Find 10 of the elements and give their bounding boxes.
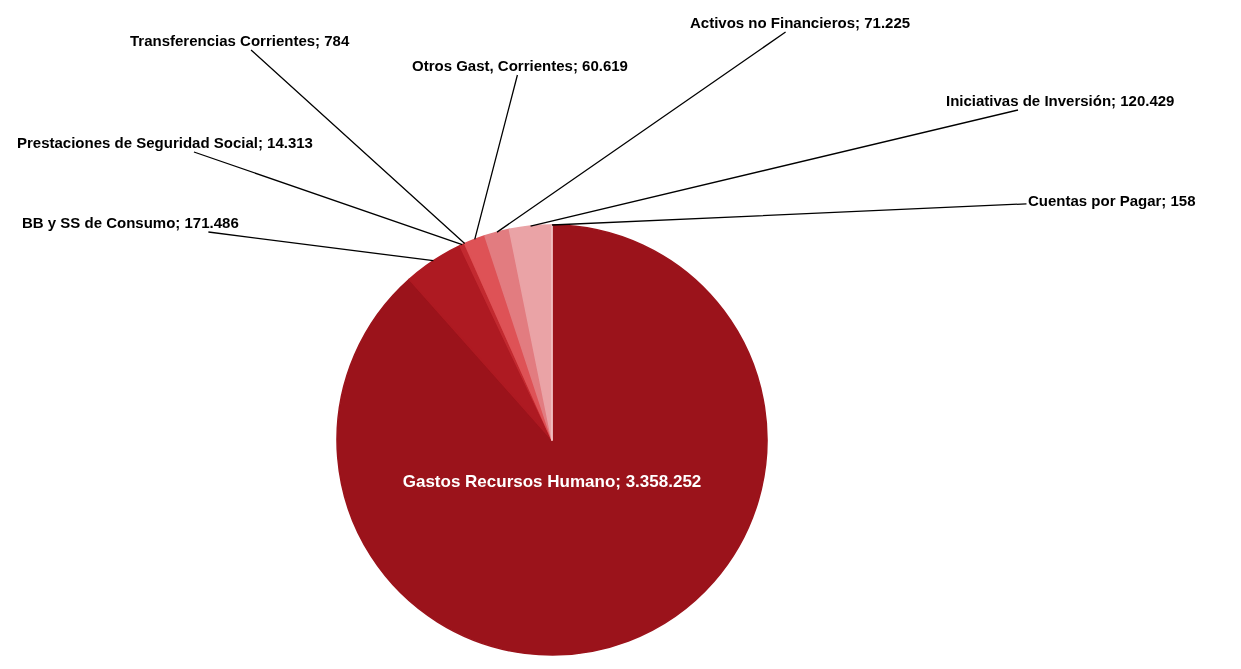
slice-label: Cuentas por Pagar; 158 bbox=[1028, 192, 1196, 209]
slice-label: Gastos Recursos Humano; 3.358.252 bbox=[402, 471, 702, 491]
slice-label: Transferencias Corrientes; 784 bbox=[130, 32, 350, 49]
slice-label: Prestaciones de Seguridad Social; 14.313 bbox=[17, 134, 313, 151]
pie-slice bbox=[408, 244, 553, 441]
slice-label: Otros Gast, Corrientes; 60.619 bbox=[412, 57, 628, 74]
slice-label: BB y SS de Consumo; 171.486 bbox=[22, 214, 239, 231]
pie-slice bbox=[336, 224, 768, 656]
slice-label: Activos no Financieros; 71.225 bbox=[690, 14, 911, 31]
slice-label: Iniciativas de Inversión; 120.429 bbox=[946, 92, 1175, 109]
